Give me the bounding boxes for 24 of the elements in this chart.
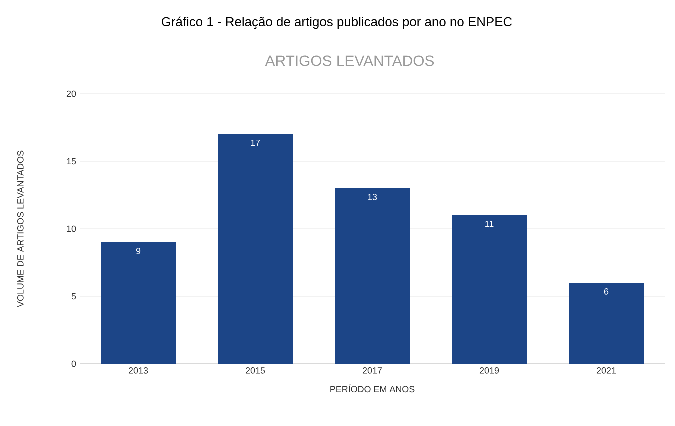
data-label: 6: [604, 288, 609, 295]
x-axis-title: PERÍODO EM ANOS: [330, 384, 415, 393]
data-label: 17: [251, 140, 260, 146]
data-label: 9: [136, 248, 141, 254]
chart-subtitle: ARTIGOS LEVANTADOS: [265, 56, 434, 66]
bar: [569, 283, 644, 364]
x-tick-label: 2013: [128, 368, 148, 374]
y-tick-label: 15: [67, 158, 76, 165]
y-axis-title: VOLUME DE ARTIGOS LEVANTADOS: [17, 150, 24, 308]
data-label: 11: [486, 221, 494, 228]
data-label: 13: [368, 194, 378, 200]
chart-title: Gráfico 1 - Relação de artigos publicados por ano no ENPEC: [162, 16, 512, 30]
bar: [335, 188, 410, 364]
x-tick-label: 2019: [480, 368, 500, 374]
bar: [218, 134, 293, 364]
y-tick-label: 20: [66, 90, 76, 98]
bar: [101, 242, 176, 364]
y-tick-label: 5: [72, 293, 76, 300]
x-tick-label: 2021: [596, 368, 616, 374]
bar: [452, 216, 528, 364]
x-tick-label: 2017: [362, 368, 382, 374]
y-tick-label: 10: [67, 226, 76, 232]
y-tick-label: 0: [72, 360, 76, 368]
x-tick-label: 2015: [246, 368, 266, 374]
